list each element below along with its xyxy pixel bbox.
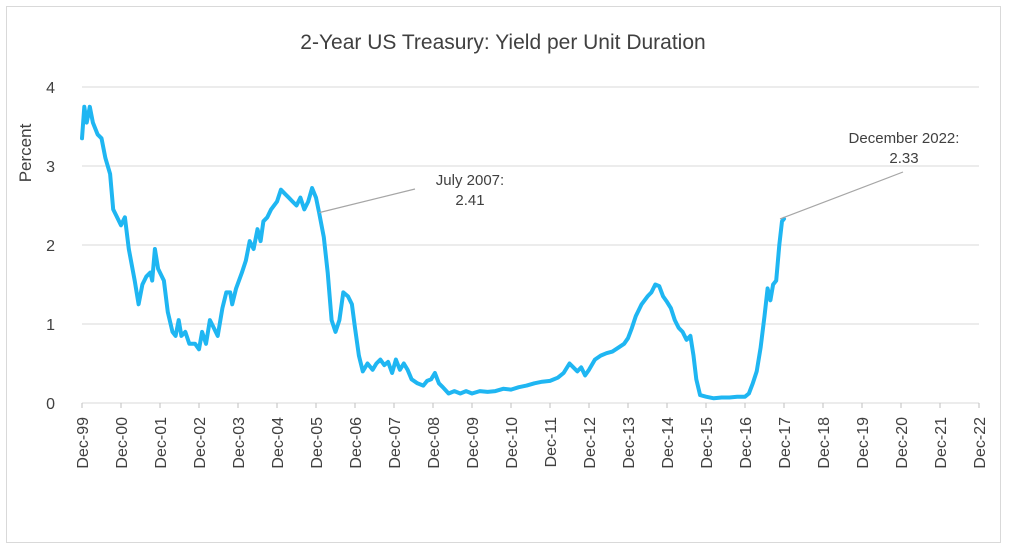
y-tick-label: 2 [46,238,55,255]
x-tick-label: Dec-12 [582,417,599,469]
annotation-dec-2022-value: 2.33 [889,150,918,167]
x-tick-label: Dec-18 [816,417,833,469]
x-tick-label: Dec-17 [777,417,794,469]
annotation-leader-dec-2022 [779,171,904,220]
x-tick-label: Dec-01 [153,417,170,469]
x-tick-label: Dec-20 [894,417,911,469]
x-tick-label: Dec-16 [738,417,755,469]
annotation-july-2007-value: 2.41 [455,192,484,209]
chart-title: 2-Year US Treasury: Yield per Unit Durat… [300,31,705,54]
x-tick-label: Dec-08 [426,417,443,469]
y-tick-label: 1 [46,317,55,334]
x-tick-label: Dec-09 [465,417,482,469]
x-tick-label: Dec-19 [855,417,872,469]
x-tick-label: Dec-13 [621,417,638,469]
chart: 2-Year US Treasury: Yield per Unit Durat… [16,31,989,469]
annotation-july-2007-label: July 2007: [436,172,504,189]
annotation-dec-2022-label: December 2022: [849,130,960,147]
series-line [80,104,786,401]
x-tick-label: Dec-05 [309,417,326,469]
gridlines [82,86,979,404]
y-tick-label: 0 [46,396,55,413]
x-tick-label: Dec-15 [699,417,716,469]
x-tick-label: Dec-07 [387,417,404,469]
chart-frame: 2-Year US Treasury: Yield per Unit Durat… [6,6,1001,543]
x-tick-label: Dec-04 [270,417,287,469]
x-tick-label: Dec-99 [75,417,92,469]
x-tick-label: Dec-21 [933,417,950,469]
y-axis-label: Percent [16,123,35,182]
x-tick-label: Dec-06 [348,417,365,469]
y-tick-label: 3 [46,159,55,176]
x-tick-labels: Dec-99 Dec-00 Dec-01 Dec-02 Dec-03 Dec-04 Dec-… [75,403,989,469]
x-tick-label: Dec-10 [504,417,521,469]
annotation-leader-july-2007 [318,188,416,214]
x-tick-label: Dec-11 [543,417,560,467]
x-tick-label: Dec-22 [972,417,989,469]
x-tick-label: Dec-03 [231,417,248,469]
annotations-layer: July 2007: 2.41 December 2022: 2.33 [318,130,960,220]
x-tick-label: Dec-14 [660,417,677,469]
series-layer [80,104,786,401]
y-tick-label: 4 [46,80,55,97]
x-tick-label: Dec-02 [192,417,209,469]
x-tick-label: Dec-00 [114,417,131,469]
y-tick-labels: 0 1 2 3 4 [46,80,55,413]
